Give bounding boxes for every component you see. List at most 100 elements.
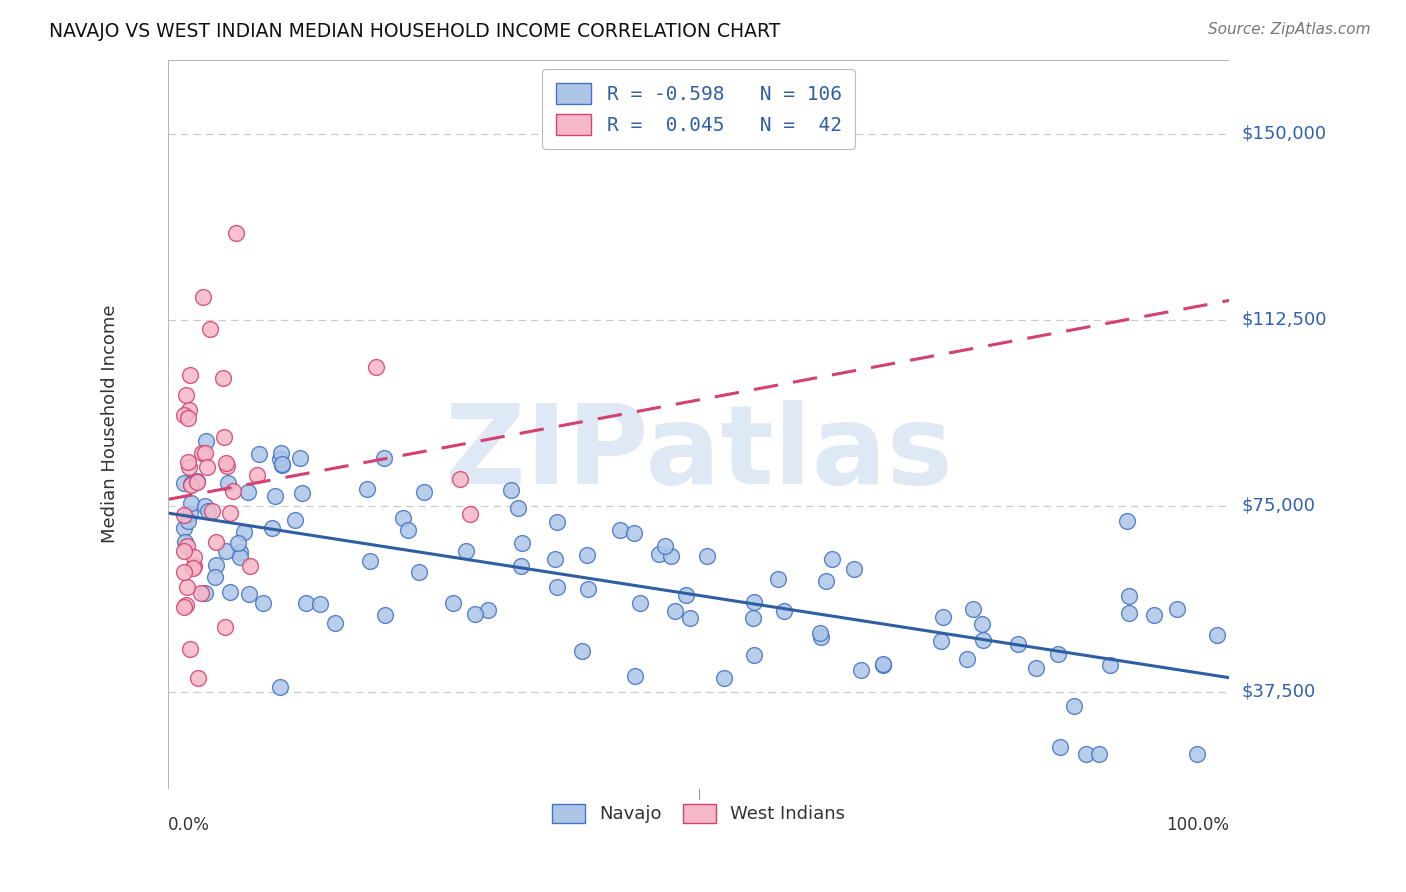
Point [1088,747,1111,761]
Point [180,476,202,491]
Point [225,226,247,240]
Text: NAVAJO VS WEST INDIAN MEDIAN HOUSEHOLD INCOME CORRELATION CHART: NAVAJO VS WEST INDIAN MEDIAN HOUSEHOLD I… [49,22,780,41]
Point [742,595,765,609]
Point [464,607,486,621]
Point [228,545,250,559]
Point [1205,628,1227,642]
Point [396,523,419,537]
Point [177,454,200,468]
Text: ZIPatlas: ZIPatlas [444,400,953,507]
Point [270,458,292,472]
Point [195,434,218,448]
Point [844,562,866,576]
Point [454,544,477,558]
Point [186,475,208,489]
Point [623,669,645,683]
Point [1143,607,1166,622]
Point [238,587,260,601]
Point [374,608,396,623]
Point [176,539,198,553]
Point [179,402,201,417]
Point [768,572,790,586]
Point [571,644,593,658]
Point [970,617,993,632]
Point [742,648,765,663]
Point [183,558,205,573]
Point [872,657,894,672]
Point [408,565,430,579]
Point [392,511,415,525]
Point [675,588,697,602]
Point [359,554,381,568]
Point [1049,739,1071,754]
Point [181,561,204,575]
Point [1115,514,1137,528]
Point [575,548,598,562]
Point [814,574,837,588]
Point [173,543,195,558]
Point [212,430,235,444]
Point [247,446,270,460]
Point [772,604,794,618]
Point [236,485,259,500]
Point [271,457,294,471]
Point [477,603,499,617]
Point [509,559,531,574]
Point [609,524,631,538]
Text: 100.0%: 100.0% [1167,816,1229,834]
Point [180,496,202,510]
Point [173,535,195,549]
Point [872,658,894,673]
Point [190,446,212,460]
Point [323,615,346,630]
Point [659,549,682,563]
Point [309,597,332,611]
Point [226,536,249,550]
Text: $112,500: $112,500 [1241,311,1327,329]
Point [810,631,832,645]
Point [366,360,388,375]
Point [201,503,224,517]
Point [194,499,217,513]
Point [932,610,955,624]
Point [291,485,314,500]
Point [1063,698,1085,713]
Point [229,549,252,564]
Point [187,671,209,685]
Point [252,596,274,610]
Point [1118,589,1140,603]
Text: Median Household Income: Median Household Income [101,305,120,543]
Point [197,504,219,518]
Point [458,507,481,521]
Point [499,483,522,498]
Point [194,446,217,460]
Point [623,525,645,540]
Point [186,475,208,489]
Point [648,547,671,561]
Point [1047,647,1070,661]
Point [654,539,676,553]
Point [373,450,395,465]
Point [246,467,269,482]
Text: $150,000: $150,000 [1241,125,1327,143]
Point [713,671,735,685]
Point [544,552,567,566]
Point [215,544,238,558]
Point [183,550,205,565]
Point [269,681,291,695]
Point [179,368,201,383]
Point [215,458,238,473]
Point [177,411,200,425]
Point [173,599,195,614]
Point [176,580,198,594]
Point [1007,636,1029,650]
Point [194,586,217,600]
Point [1076,747,1098,761]
Point [195,460,218,475]
Point [179,641,201,656]
Point [808,626,831,640]
Point [198,321,221,335]
Point [628,596,651,610]
Point [179,459,201,474]
Point [173,408,195,422]
